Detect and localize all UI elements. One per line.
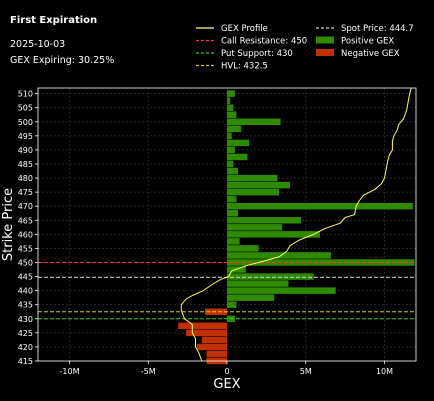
y-tick-label: 460: [18, 230, 33, 239]
x-tick-label: -10M: [60, 367, 80, 376]
chart-title: First Expiration: [10, 15, 98, 26]
y-tick-label: 500: [18, 118, 33, 127]
legend-label: HVL: 432.5: [221, 62, 268, 72]
y-tick-label: 455: [18, 244, 33, 253]
y-tick-label: 435: [18, 301, 33, 310]
positive-gex-bar: [227, 139, 250, 147]
positive-gex-bar: [227, 111, 237, 118]
y-tick-label: 425: [18, 329, 33, 338]
negative-gex-bar: [197, 343, 227, 351]
negative-gex-bar: [201, 336, 227, 344]
positive-gex-bar: [227, 104, 234, 111]
y-tick-label: 445: [18, 273, 33, 282]
y-tick-label: 490: [18, 146, 33, 155]
positive-gex-bar: [227, 252, 331, 259]
positive-gex-bar: [227, 224, 283, 231]
positive-gex-bar: [227, 238, 240, 245]
negative-gex-bar: [186, 329, 227, 337]
y-tick-label: 420: [18, 343, 33, 352]
positive-gex-bar: [227, 301, 237, 308]
legend-label: Negative GEX: [341, 49, 400, 59]
negative-gex-bar: [178, 322, 227, 330]
positive-gex-bar: [227, 188, 279, 196]
y-tick-label: 415: [18, 357, 33, 366]
y-tick-label: 470: [18, 202, 33, 211]
y-tick-label: 450: [18, 258, 33, 267]
positive-gex-bar: [227, 174, 278, 182]
positive-gex-bar: [227, 287, 336, 294]
y-tick-label: 495: [18, 132, 33, 141]
legend-label: Positive GEX: [341, 37, 394, 47]
positive-gex-bar: [227, 125, 242, 133]
legend-swatch-box: [316, 36, 334, 44]
positive-gex-bar: [227, 181, 290, 189]
positive-gex-bar: [227, 294, 275, 301]
y-tick-label: 475: [18, 188, 33, 197]
positive-gex-bar: [227, 217, 302, 224]
positive-gex-bar: [227, 97, 231, 104]
positive-gex-bar: [227, 167, 239, 175]
x-tick-label: 0: [224, 367, 229, 376]
positive-gex-bar: [227, 202, 413, 210]
positive-gex-bar: [227, 146, 235, 154]
positive-gex-bar: [227, 210, 239, 217]
y-axis-label: Strike Price: [1, 188, 16, 261]
legend-label: Call Resistance: 450: [221, 37, 307, 47]
x-axis-label: GEX: [213, 377, 240, 392]
legend-label: Put Support: 430: [221, 49, 293, 59]
expiration-date: 2025-10-03: [10, 39, 66, 50]
positive-gex-bar: [227, 118, 281, 126]
y-tick-label: 480: [18, 174, 33, 183]
positive-gex-bar: [227, 231, 320, 238]
gex-expiring-text: GEX Expiring: 30.25%: [10, 55, 115, 66]
legend-swatch-box: [316, 49, 334, 56]
y-tick-label: 465: [18, 216, 33, 225]
y-tick-label: 510: [18, 90, 33, 99]
positive-gex-bar: [227, 195, 237, 203]
legend-label: GEX Profile: [221, 24, 268, 34]
positive-gex-bar: [227, 280, 289, 287]
gex-profile-line: [180, 87, 412, 362]
x-tick-label: 10M: [376, 367, 393, 376]
y-tick-label: 430: [18, 315, 33, 324]
positive-gex-bar: [227, 273, 314, 280]
x-tick-label: 5M: [300, 367, 312, 376]
y-tick-label: 485: [18, 160, 33, 169]
positive-gex-bar: [227, 132, 232, 140]
legend-label: Spot Price: 444.7: [341, 24, 414, 34]
positive-gex-bar: [227, 90, 235, 97]
y-tick-label: 440: [18, 287, 33, 296]
x-tick-label: -5M: [141, 367, 156, 376]
positive-gex-bar: [227, 160, 234, 168]
negative-gex-bar: [206, 350, 227, 358]
positive-gex-bar: [227, 245, 259, 252]
positive-gex-bar: [227, 153, 248, 161]
y-tick-label: 505: [18, 104, 33, 113]
